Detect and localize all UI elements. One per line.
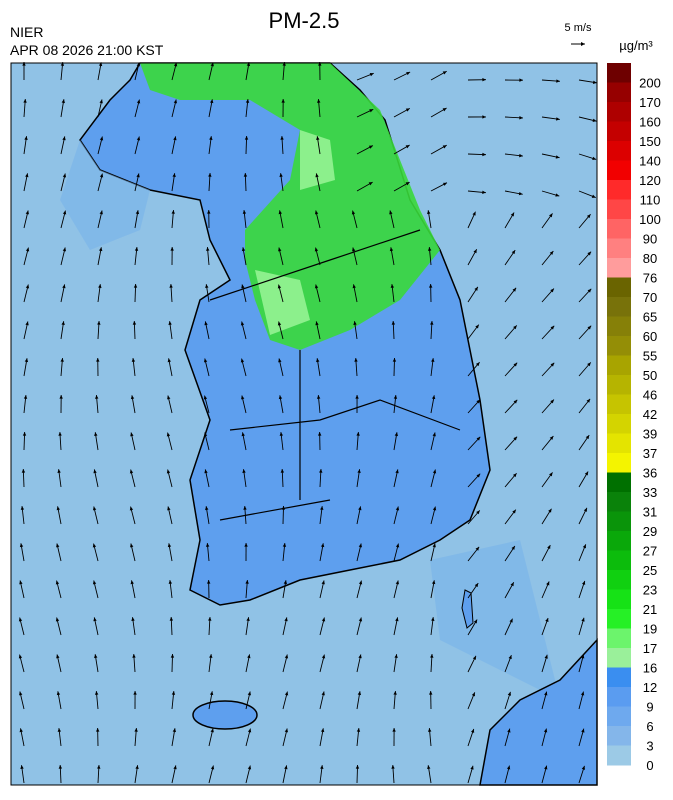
colorbar-segment [607,570,631,590]
colorbar-label: 50 [643,368,657,383]
colorbar-segment [607,726,631,746]
colorbar-segment [607,473,631,493]
colorbar-label: 33 [643,485,657,500]
colorbar-segment [607,453,631,473]
colorbar-segment [607,317,631,337]
colorbar-segment [607,239,631,259]
colorbar-label: 120 [639,173,661,188]
colorbar-label: 140 [639,154,661,169]
colorbar-segment [607,200,631,220]
colorbar-label: 27 [643,544,657,559]
colorbar-segment [607,590,631,610]
colorbar-label: 6 [646,719,653,734]
timestamp: APR 08 2026 21:00 KST [10,42,164,58]
colorbar-label: 29 [643,524,657,539]
colorbar-label: 60 [643,329,657,344]
colorbar-label: 55 [643,349,657,364]
colorbar-label: 21 [643,602,657,617]
colorbar-segment [607,609,631,629]
colorbar-segment [607,512,631,532]
colorbar-label: 9 [646,700,653,715]
colorbar-label: 70 [643,290,657,305]
colorbar-segment [607,122,631,142]
colorbar-segment [607,83,631,103]
colorbar-segment [607,180,631,200]
colorbar-label: 160 [639,115,661,130]
colorbar-segment [607,531,631,551]
colorbar-label: 12 [643,680,657,695]
colorbar: 2001701601501401201101009080767065605550… [607,63,661,773]
colorbar-label: 76 [643,271,657,286]
colorbar-segment [607,161,631,181]
agency: NIER [10,24,43,40]
colorbar-label: 90 [643,232,657,247]
colorbar-label: 80 [643,251,657,266]
colorbar-label: 36 [643,466,657,481]
colorbar-segment [607,492,631,512]
wind-scale-head [581,42,585,46]
colorbar-label: 37 [643,446,657,461]
colorbar-label: 200 [639,76,661,91]
colorbar-segment [607,63,631,83]
colorbar-segment [607,551,631,571]
map [11,62,597,785]
colorbar-segment [607,375,631,395]
colorbar-label: 3 [646,739,653,754]
colorbar-label: 31 [643,505,657,520]
unit: µg/m³ [619,38,653,53]
colorbar-label: 110 [640,193,661,208]
jeju [193,701,257,729]
colorbar-label: 23 [643,583,657,598]
colorbar-segment [607,219,631,239]
wind-scale-label: 5 m/s [565,22,592,34]
colorbar-segment [607,297,631,317]
colorbar-segment [607,278,631,298]
colorbar-label: 25 [643,563,657,578]
colorbar-segment [607,356,631,376]
colorbar-label: 100 [639,212,661,227]
colorbar-segment [607,707,631,727]
colorbar-segment [607,141,631,161]
colorbar-label: 170 [639,95,661,110]
colorbar-label: 42 [643,407,657,422]
colorbar-segment [607,687,631,707]
colorbar-label: 65 [643,310,657,325]
colorbar-label: 150 [639,134,661,149]
colorbar-label: 16 [643,661,657,676]
colorbar-segment [607,746,631,766]
colorbar-segment [607,668,631,688]
colorbar-segment [607,414,631,434]
colorbar-segment [607,258,631,278]
colorbar-label: 0 [646,758,653,773]
colorbar-segment [607,336,631,356]
colorbar-segment [607,395,631,415]
colorbar-segment [607,629,631,649]
colorbar-label: 19 [643,622,657,637]
colorbar-segment [607,102,631,122]
title: PM-2.5 [269,8,340,33]
colorbar-label: 17 [643,641,657,656]
colorbar-label: 39 [643,427,657,442]
colorbar-segment [607,648,631,668]
colorbar-segment [607,434,631,454]
colorbar-label: 46 [643,388,657,403]
